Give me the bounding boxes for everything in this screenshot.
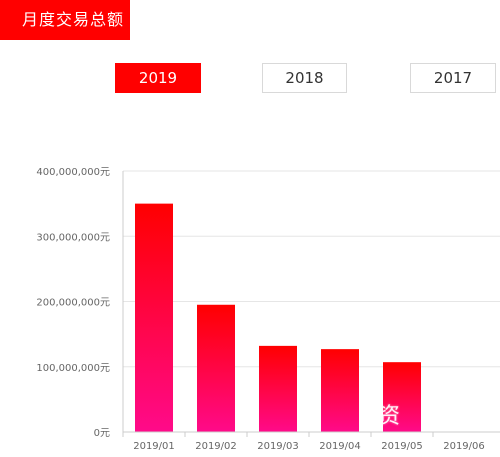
y-tick-label: 400,000,000元 <box>36 167 110 178</box>
x-tick-label: 2019/01 <box>133 441 175 452</box>
page-title: 月度交易总额 <box>0 0 130 40</box>
bar-2019-05[interactable] <box>383 362 421 432</box>
tab-year-2018[interactable]: 2018 <box>262 63 347 93</box>
x-tick-label: 2019/02 <box>195 441 237 452</box>
x-tick-label: 2019/06 <box>443 441 485 452</box>
x-tick-label: 2019/04 <box>319 441 361 452</box>
tab-year-2017[interactable]: 2017 <box>410 63 496 93</box>
chart-axes: 0元 100,000,000元 200,000,000元 300,000,000元 40… <box>36 167 500 452</box>
watermark-text: 资 <box>378 404 401 429</box>
y-tick-label: 0元 <box>94 428 110 439</box>
chart-bars <box>135 203 421 432</box>
y-tick-label: 300,000,000元 <box>36 232 110 243</box>
chart-gridlines <box>123 170 500 433</box>
x-tick-label: 2019/03 <box>257 441 299 452</box>
bar-2019-04[interactable] <box>321 349 359 432</box>
bar-2019-02[interactable] <box>197 304 235 432</box>
tab-year-2019[interactable]: 2019 <box>115 63 201 93</box>
bar-2019-03[interactable] <box>259 345 297 432</box>
y-tick-label: 200,000,000元 <box>36 298 110 309</box>
x-tick-label: 2019/05 <box>381 441 423 452</box>
y-tick-label: 100,000,000元 <box>36 363 110 374</box>
bar-2019-01[interactable] <box>135 203 173 432</box>
